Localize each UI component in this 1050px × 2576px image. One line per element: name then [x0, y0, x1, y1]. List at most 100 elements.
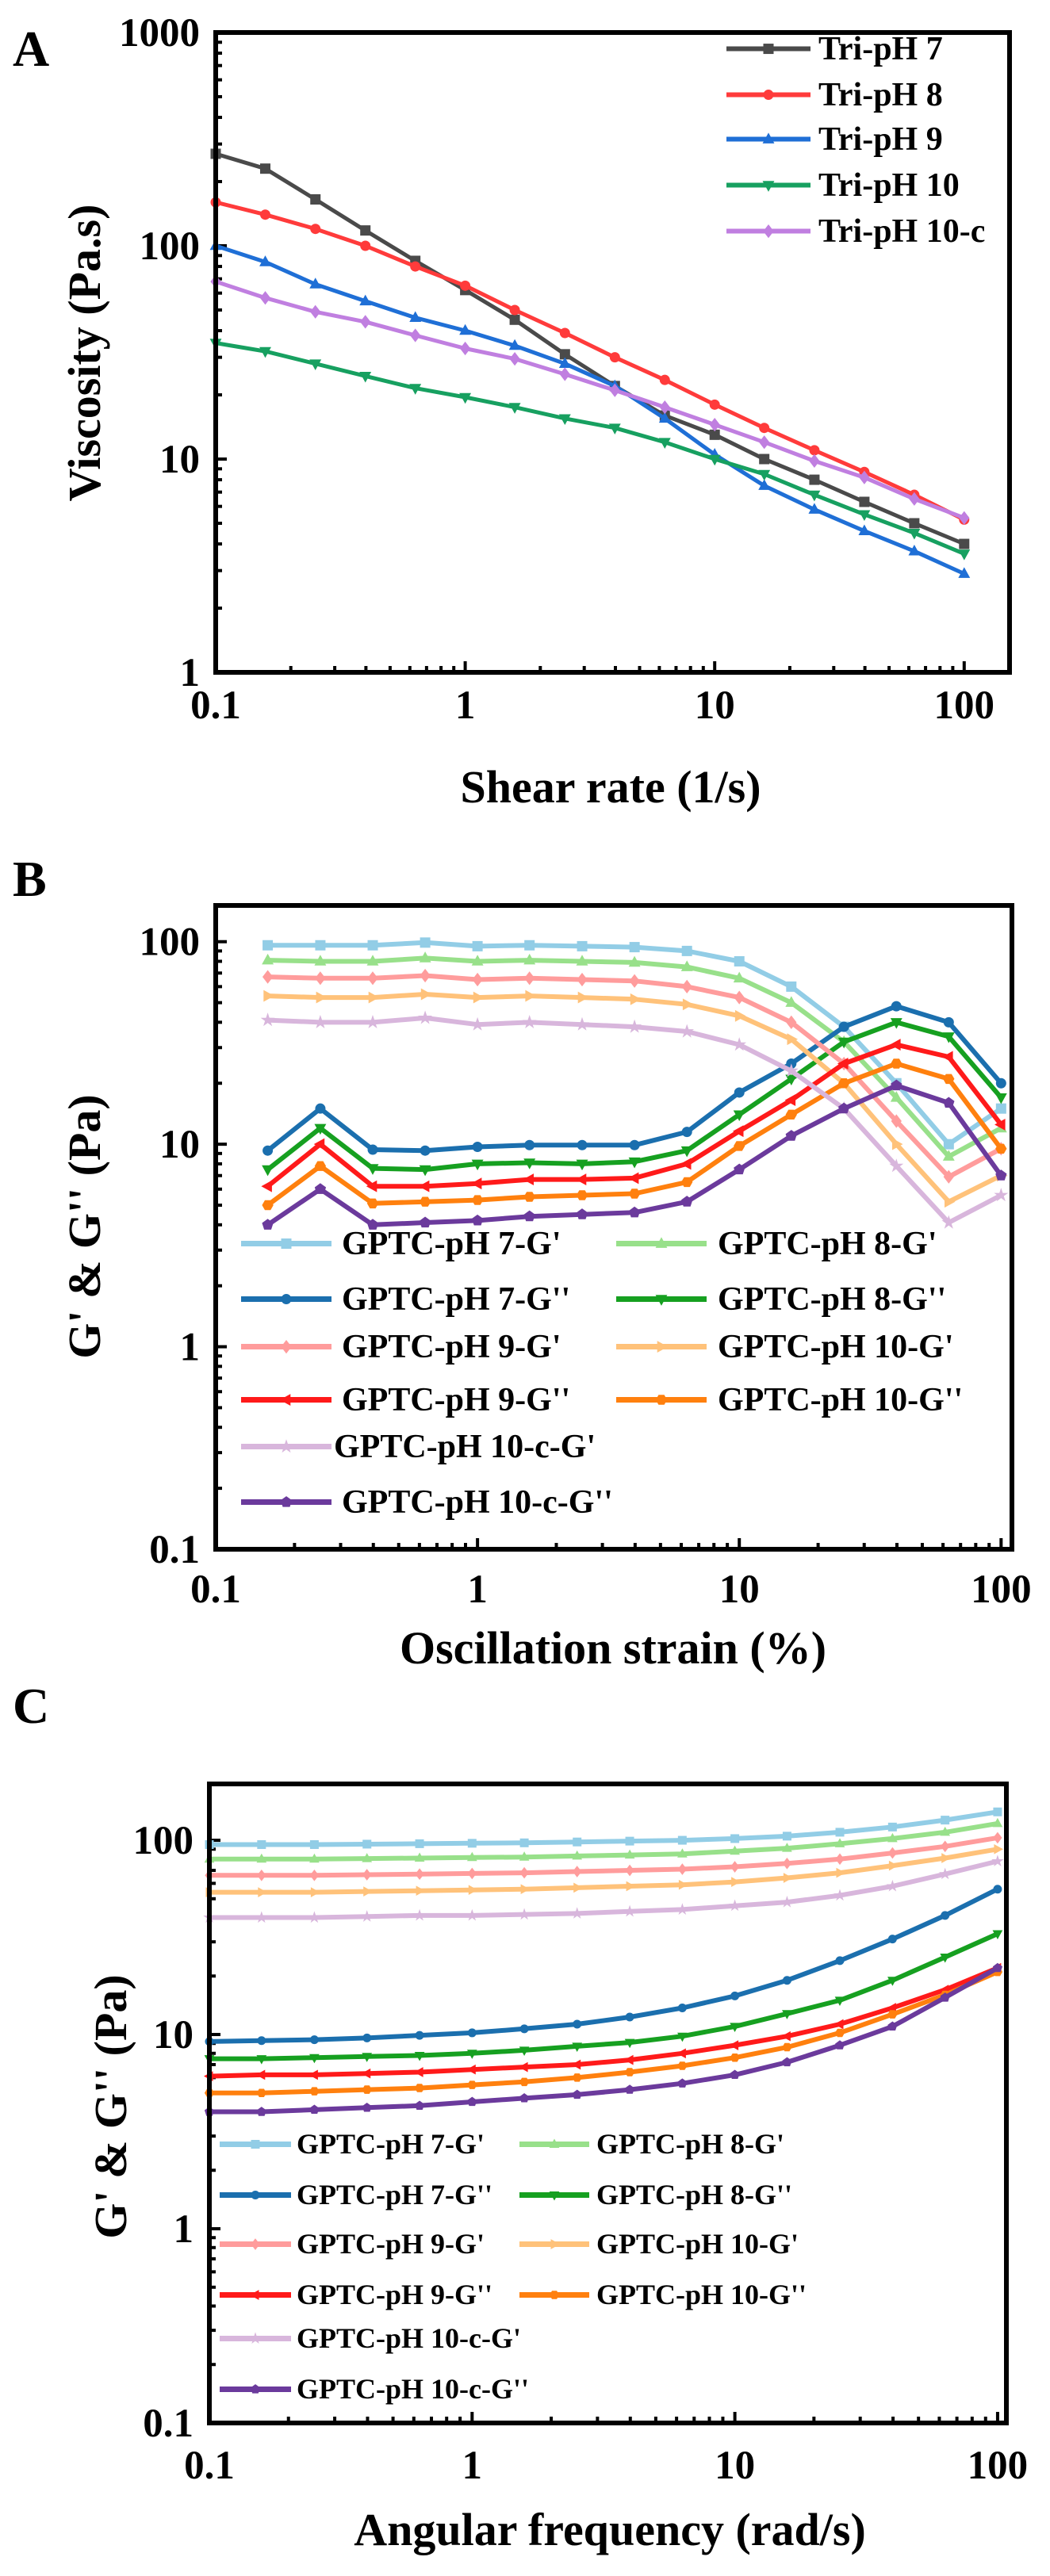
- data-point: [785, 1130, 797, 1141]
- legend-marker: [279, 1394, 291, 1407]
- data-point: [993, 1832, 1002, 1844]
- data-point: [576, 1159, 588, 1171]
- data-point: [257, 1869, 266, 1881]
- data-point: [658, 438, 671, 449]
- data-point: [995, 1077, 1006, 1089]
- data-point: [731, 1877, 741, 1887]
- data-point: [909, 492, 920, 506]
- data-point: [523, 953, 536, 965]
- data-point: [887, 1832, 898, 1843]
- legend-item: GPTC-pH 10-c-G'': [241, 1484, 613, 1521]
- data-point: [577, 940, 588, 951]
- data-point: [809, 445, 820, 456]
- data-point: [572, 2089, 582, 2099]
- data-point: [309, 359, 322, 370]
- data-point: [362, 2102, 372, 2112]
- data-point: [360, 315, 371, 329]
- x-tick-label: 1: [455, 683, 476, 728]
- data-point: [834, 2028, 845, 2038]
- data-point: [410, 328, 421, 343]
- legend-label: GPTC-pH 8-G': [718, 1226, 937, 1262]
- data-point: [943, 1074, 955, 1085]
- data-point: [629, 1139, 640, 1150]
- series-line: [209, 1965, 999, 2079]
- data-point: [519, 1866, 529, 1879]
- legend-label: GPTC-pH 9-G'': [297, 2279, 492, 2310]
- data-point: [310, 304, 321, 319]
- data-point: [576, 1208, 588, 1219]
- data-point: [785, 996, 798, 1007]
- legend-item: GPTC-pH 7-G'': [241, 1281, 570, 1318]
- data-point: [470, 1016, 485, 1031]
- legend-item: GPTC-pH 7-G': [241, 1226, 561, 1262]
- legend-item: GPTC-pH 8-G': [616, 1226, 937, 1262]
- data-point: [559, 327, 570, 339]
- data-point: [262, 1145, 274, 1156]
- data-point: [942, 1051, 953, 1063]
- y-tick-label: 1: [180, 1326, 201, 1370]
- data-point: [908, 544, 921, 556]
- data-point: [523, 1210, 535, 1222]
- y-axis-title: G' & G'' (Pa): [59, 1094, 110, 1358]
- legend-marker: [281, 1294, 292, 1305]
- data-point: [992, 1930, 1003, 1940]
- data-point: [572, 2042, 583, 2052]
- data-point: [575, 1016, 590, 1031]
- data-point: [995, 1169, 1007, 1181]
- legend-marker: [655, 1237, 668, 1248]
- data-point: [413, 1908, 426, 1921]
- series-line: [215, 200, 965, 522]
- legend-label: GPTC-pH 10-c-G'': [297, 2373, 529, 2405]
- x-tick-label: 10: [719, 1567, 760, 1612]
- series-gptc-ph-10-c-g: [262, 1079, 1007, 1230]
- data-point: [786, 981, 797, 992]
- series-tri-ph-10-c: [210, 274, 970, 525]
- data-point: [681, 1127, 692, 1138]
- data-point: [891, 1058, 902, 1069]
- data-point: [658, 411, 671, 423]
- legend-label: GPTC-pH 10-G'': [596, 2279, 807, 2310]
- data-point: [508, 403, 521, 414]
- data-point: [466, 2064, 476, 2075]
- legend-item: GPTC-pH 8-G'': [519, 2179, 792, 2210]
- data-point: [509, 351, 520, 366]
- y-tick-label: 1000: [119, 11, 200, 56]
- data-point: [680, 1024, 695, 1038]
- series-tri-ph-9: [209, 239, 971, 578]
- legend-marker: [250, 2384, 261, 2394]
- series-gptc-ph-10-g: [204, 1967, 1002, 2097]
- data-point: [263, 989, 274, 1002]
- data-point: [628, 1157, 641, 1169]
- y-tick-label: 100: [140, 921, 201, 965]
- data-point: [519, 2077, 530, 2087]
- data-point: [786, 1015, 797, 1030]
- data-point: [992, 1962, 1002, 1973]
- panel-label: C: [13, 1678, 49, 1734]
- legend-label: Tri-pH 9: [818, 121, 943, 158]
- legend-item: GPTC-pH 10-G': [519, 2228, 799, 2260]
- data-point: [414, 2067, 423, 2077]
- data-point: [659, 400, 670, 415]
- data-point: [559, 367, 570, 381]
- data-point: [466, 1851, 477, 1862]
- data-point: [625, 2068, 635, 2076]
- data-point: [732, 1037, 747, 1051]
- data-point: [809, 474, 820, 485]
- data-point: [314, 1123, 327, 1135]
- data-point: [519, 1851, 530, 1861]
- legend-item: GPTC-pH 10-G': [616, 1329, 954, 1365]
- data-point: [466, 1908, 479, 1921]
- data-point: [890, 1018, 902, 1029]
- data-point: [262, 940, 274, 951]
- panel-label: B: [13, 851, 47, 907]
- data-point: [627, 1019, 642, 1033]
- legend-label: GPTC-pH 9-G': [342, 1329, 561, 1365]
- series-line: [209, 1809, 998, 1847]
- series-line: [215, 341, 965, 556]
- data-point: [366, 1164, 379, 1175]
- data-point: [409, 311, 422, 322]
- data-point: [994, 1188, 1009, 1202]
- series-gptc-ph-10-g: [205, 1843, 1003, 1897]
- data-point: [833, 2019, 844, 2030]
- data-point: [415, 1868, 424, 1881]
